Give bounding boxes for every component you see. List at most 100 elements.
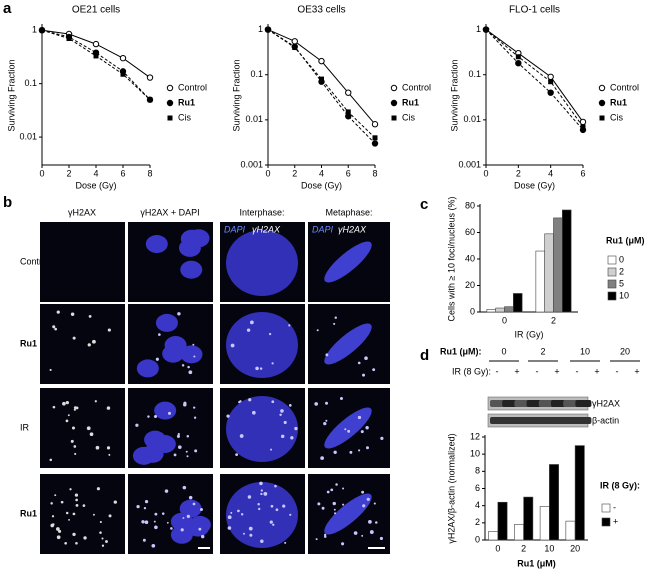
y-tick-label: 0.001 — [240, 159, 263, 169]
focus — [290, 436, 294, 440]
y-tick-label: 0.01 — [19, 131, 37, 141]
focus — [186, 455, 189, 458]
legend-label: Ru1 — [178, 97, 195, 107]
focus — [325, 419, 328, 422]
chart: 0.01 0.1 1 OE21 cells Surviving Fraction 0 2 4 6… — [6, 5, 207, 191]
marker — [580, 124, 586, 130]
focus — [192, 343, 195, 346]
x-tick-label: 4 — [319, 168, 324, 178]
x-tick-label: 4 — [93, 168, 98, 178]
focus — [326, 490, 330, 494]
focus — [268, 332, 272, 336]
nucleus — [155, 313, 178, 332]
y-tick-label: 10 — [470, 449, 480, 459]
focus — [166, 521, 169, 524]
marker — [66, 36, 72, 42]
focus — [260, 492, 263, 496]
marker — [547, 73, 554, 80]
channel-label: γH2AX — [252, 224, 281, 234]
focus — [71, 426, 75, 430]
y-tick-label: 0.001 — [458, 159, 481, 169]
legend-label: Control — [178, 82, 207, 92]
focus — [380, 436, 384, 440]
focus — [136, 504, 140, 509]
focus — [353, 531, 358, 535]
nucleus — [186, 518, 209, 537]
blot-label: IR (8 Gy): — [452, 366, 491, 376]
focus — [248, 398, 252, 402]
focus — [280, 409, 284, 413]
focus — [246, 328, 251, 332]
focus — [106, 446, 111, 450]
blot-band — [490, 417, 506, 424]
bar — [497, 501, 508, 541]
series-line — [485, 29, 584, 123]
focus — [188, 495, 193, 500]
nucleus — [144, 430, 167, 449]
focus — [317, 502, 321, 506]
focus — [251, 410, 256, 415]
legend-label: Ru1 — [402, 97, 419, 107]
marker — [147, 97, 153, 103]
legend-marker — [166, 99, 174, 107]
micrograph — [40, 222, 125, 302]
focus — [279, 413, 282, 417]
column-header: γH2AX — [68, 207, 96, 217]
legend-swatch — [607, 267, 617, 277]
column-header: Metaphase: — [325, 207, 372, 217]
x-tick-label: 20 — [570, 543, 580, 553]
marker — [292, 45, 298, 51]
focus — [280, 434, 285, 439]
focus — [56, 527, 60, 531]
x-tick-label: 8 — [372, 168, 377, 178]
marker — [146, 74, 154, 81]
marker — [371, 140, 379, 147]
focus — [92, 339, 96, 344]
blot-label: Ru1 (μM): — [440, 346, 482, 356]
focus — [271, 362, 274, 365]
nucleus — [226, 230, 298, 296]
y-tick-label: 0 — [475, 534, 480, 544]
focus — [349, 450, 353, 454]
marker — [547, 89, 554, 96]
focus — [258, 507, 261, 511]
focus — [270, 448, 273, 451]
focus — [99, 531, 102, 534]
y-tick-label: 4 — [475, 500, 480, 510]
marker — [548, 79, 554, 85]
blot-dose: 20 — [620, 346, 630, 356]
blot-dose: 10 — [580, 346, 590, 356]
y-tick-label: 1 — [32, 25, 37, 35]
focus — [334, 316, 337, 319]
panel-label: d — [420, 347, 429, 364]
focus — [320, 456, 324, 460]
focus — [243, 532, 245, 535]
y-axis-label: Surviving Fraction — [231, 59, 241, 131]
chart: 0.001 0.01 0.1 1 OE33 cells Surviving Fractio… — [231, 5, 431, 191]
x-tick-label: 0 — [483, 168, 488, 178]
legend-swatch — [601, 503, 611, 513]
channel-label: γH2AX — [338, 224, 367, 234]
nucleus — [170, 525, 193, 544]
bar — [539, 506, 550, 541]
y-tick-label: 1 — [258, 24, 263, 34]
focus — [249, 533, 253, 537]
focus — [237, 509, 240, 513]
focus — [69, 488, 72, 491]
x-axis-label: Dose (Gy) — [301, 180, 342, 190]
focus — [342, 503, 345, 506]
marker — [291, 38, 298, 45]
focus — [316, 329, 319, 332]
y-tick-label: 8 — [475, 466, 480, 476]
focus — [147, 415, 150, 418]
focus — [192, 502, 196, 506]
legend-marker — [391, 115, 397, 121]
focus — [361, 490, 365, 494]
x-axis-label: Ru1 (μM) — [517, 558, 556, 568]
focus — [51, 515, 55, 518]
focus — [362, 504, 366, 508]
marker — [371, 121, 379, 128]
legend-swatch — [601, 517, 611, 527]
blot-ir: - — [496, 366, 499, 376]
y-axis-label: γH2AX/β-actin (normalized) — [446, 433, 456, 543]
